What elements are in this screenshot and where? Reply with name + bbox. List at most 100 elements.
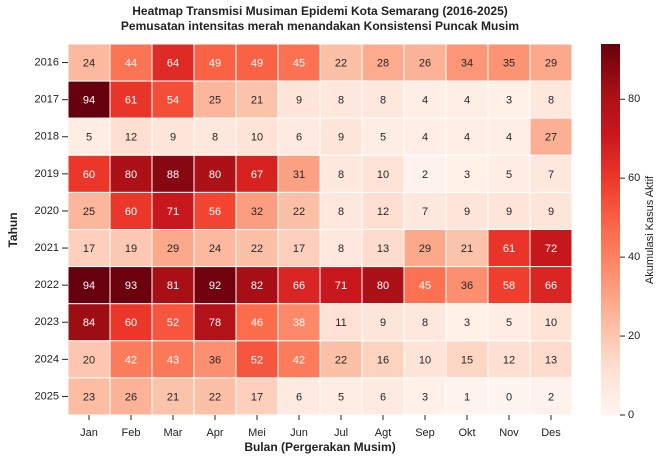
colorbar — [601, 44, 620, 415]
heatmap-cell — [151, 191, 195, 230]
cell-label: 92 — [209, 280, 221, 292]
cell-label: 1 — [464, 391, 470, 403]
heatmap-cell — [109, 340, 153, 379]
x-tick-label: Okt — [458, 427, 475, 439]
y-tick-label: 2022 — [35, 279, 59, 291]
heatmap-cell — [529, 229, 573, 268]
colorbar-tick-label: 20 — [628, 330, 640, 342]
y-tick-label: 2016 — [35, 56, 59, 68]
cell-label: 45 — [293, 57, 305, 69]
cell-label: 94 — [83, 280, 95, 292]
heatmap-cell — [67, 191, 111, 230]
heatmap-cell — [193, 266, 237, 305]
cell-label: 13 — [545, 354, 557, 366]
heatmap-cell — [277, 43, 321, 82]
cell-label: 84 — [83, 317, 95, 329]
x-tick-label: Jan — [80, 427, 98, 439]
x-tick-label: Sep — [415, 427, 435, 439]
heatmap-cell — [529, 340, 573, 379]
cell-label: 61 — [125, 95, 137, 107]
cell-label: 24 — [83, 57, 95, 69]
cell-label: 10 — [419, 354, 431, 366]
heatmap-cell — [403, 154, 447, 193]
heatmap-cell — [319, 266, 363, 305]
heatmap-cell — [319, 191, 363, 230]
heatmap-cell — [109, 80, 153, 119]
x-tick-label: Jul — [334, 427, 348, 439]
cell-label: 80 — [125, 169, 137, 181]
heatmap-cell — [193, 303, 237, 342]
cell-label: 20 — [83, 354, 95, 366]
cell-label: 9 — [170, 132, 176, 144]
heatmap-cell — [277, 266, 321, 305]
cell-label: 29 — [545, 57, 557, 69]
cell-label: 66 — [545, 280, 557, 292]
cell-label: 45 — [419, 280, 431, 292]
heatmap-cell — [529, 43, 573, 82]
cell-label: 13 — [377, 243, 389, 255]
cell-label: 6 — [296, 391, 302, 403]
cell-label: 22 — [209, 391, 221, 403]
heatmap-cell — [235, 266, 279, 305]
cell-label: 29 — [419, 243, 431, 255]
heatmap-cell — [445, 80, 489, 119]
heatmap-cell — [319, 303, 363, 342]
cell-label: 54 — [167, 95, 179, 107]
cell-label: 34 — [461, 57, 473, 69]
cell-label: 10 — [251, 132, 263, 144]
cell-label: 10 — [545, 317, 557, 329]
cell-label: 12 — [125, 132, 137, 144]
heatmap-cell — [151, 117, 195, 156]
cell-label: 60 — [125, 206, 137, 218]
x-tick-label: Mar — [164, 427, 183, 439]
cell-label: 64 — [167, 57, 179, 69]
heatmap-cell — [361, 377, 405, 416]
x-tick-label: Agt — [375, 427, 392, 439]
heatmap-cell — [487, 303, 531, 342]
x-axis-label: Bulan (Pergerakan Musim) — [244, 440, 395, 454]
cell-label: 10 — [377, 169, 389, 181]
cell-label: 4 — [422, 95, 428, 107]
cell-label: 6 — [296, 132, 302, 144]
cell-label: 94 — [83, 95, 95, 107]
cell-label: 22 — [293, 206, 305, 218]
cell-label: 8 — [212, 132, 218, 144]
cell-label: 4 — [506, 132, 512, 144]
heatmap-cell — [193, 80, 237, 119]
heatmap-cell — [529, 154, 573, 193]
heatmap-cell — [445, 266, 489, 305]
cell-label: 7 — [422, 206, 428, 218]
cell-label: 44 — [125, 57, 137, 69]
heatmap-cell — [319, 340, 363, 379]
cell-label: 11 — [335, 317, 346, 329]
cell-label: 80 — [209, 169, 221, 181]
chart-title: Heatmap Transmisi Musiman Epidemi Kota S… — [132, 4, 507, 18]
cell-label: 46 — [251, 317, 263, 329]
cell-label: 60 — [83, 169, 95, 181]
heatmap-cell — [67, 266, 111, 305]
x-tick-label: Apr — [206, 427, 223, 439]
cell-label: 38 — [293, 317, 305, 329]
cell-label: 27 — [545, 132, 557, 144]
cell-label: 36 — [461, 280, 473, 292]
colorbar-label: Akumulasi Kasus Aktif — [644, 175, 656, 284]
heatmap-cell — [277, 340, 321, 379]
cell-label: 17 — [83, 243, 95, 255]
heatmap-cell — [361, 340, 405, 379]
cell-label: 22 — [335, 57, 347, 69]
cell-label: 71 — [335, 280, 347, 292]
heatmap-cell — [361, 80, 405, 119]
heatmap-cell — [445, 377, 489, 416]
cell-label: 80 — [377, 280, 389, 292]
heatmap-cell — [361, 229, 405, 268]
cell-label: 52 — [251, 354, 263, 366]
heatmap-cell — [235, 191, 279, 230]
cell-label: 3 — [506, 95, 512, 107]
y-tick-label: 2025 — [35, 390, 59, 402]
colorbar-tick-label: 0 — [628, 409, 634, 421]
heatmap-cell — [445, 43, 489, 82]
cell-label: 4 — [422, 132, 428, 144]
heatmap-cell — [319, 377, 363, 416]
heatmap-cell — [67, 229, 111, 268]
heatmap-cell — [529, 266, 573, 305]
